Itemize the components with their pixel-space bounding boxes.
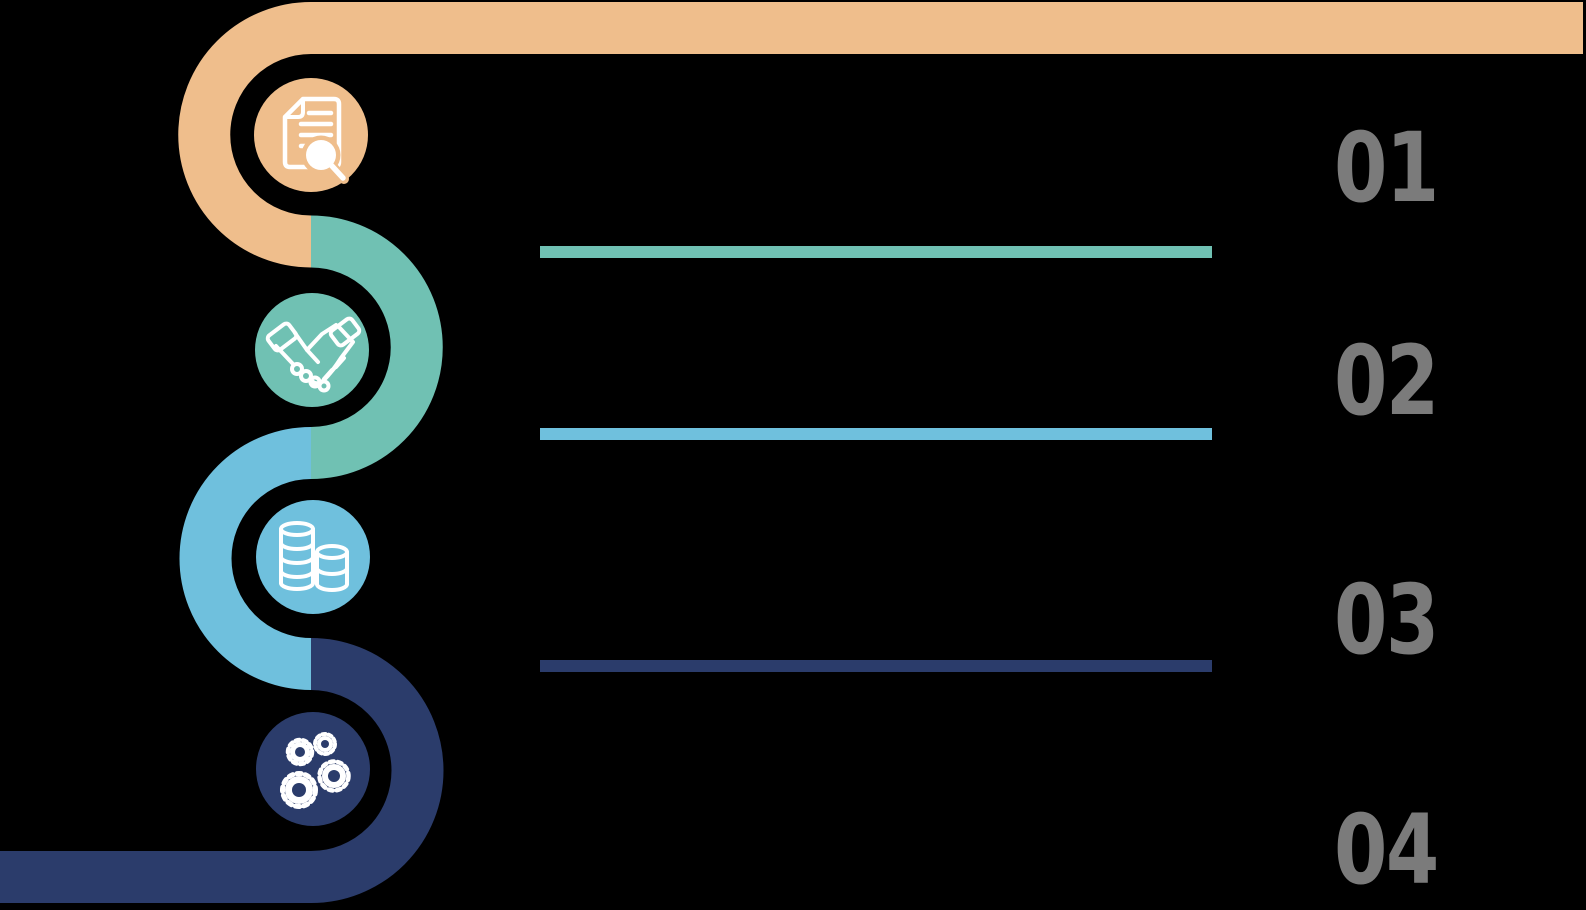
step-number-4: 04	[1334, 794, 1439, 906]
path-segment-step4	[0, 638, 444, 903]
step2-icon-circle	[255, 293, 369, 407]
gear-large-bottomleft	[280, 771, 318, 809]
step-number-3: 03	[1334, 564, 1439, 676]
gears-icon	[280, 732, 351, 809]
path-segment-step2	[310, 215, 443, 479]
divider-step3	[540, 660, 1212, 672]
step-number-1: 01	[1334, 112, 1439, 224]
step-number-2: 02	[1334, 325, 1439, 437]
gear-medium-right	[317, 759, 351, 793]
gear-medium-top	[285, 737, 315, 767]
step4-icon-circle	[256, 712, 370, 826]
path-segment-step1	[178, 2, 1583, 268]
coins-icon	[279, 521, 349, 592]
divider-step1	[540, 246, 1212, 258]
gear-small-topright	[313, 732, 337, 756]
document-search-icon	[282, 96, 349, 184]
divider-step2	[540, 428, 1212, 440]
magnifier-lens	[306, 140, 336, 170]
handshake-left-cuff	[265, 321, 299, 353]
handshake-icon	[265, 316, 362, 393]
path-segment-step3	[179, 427, 312, 690]
